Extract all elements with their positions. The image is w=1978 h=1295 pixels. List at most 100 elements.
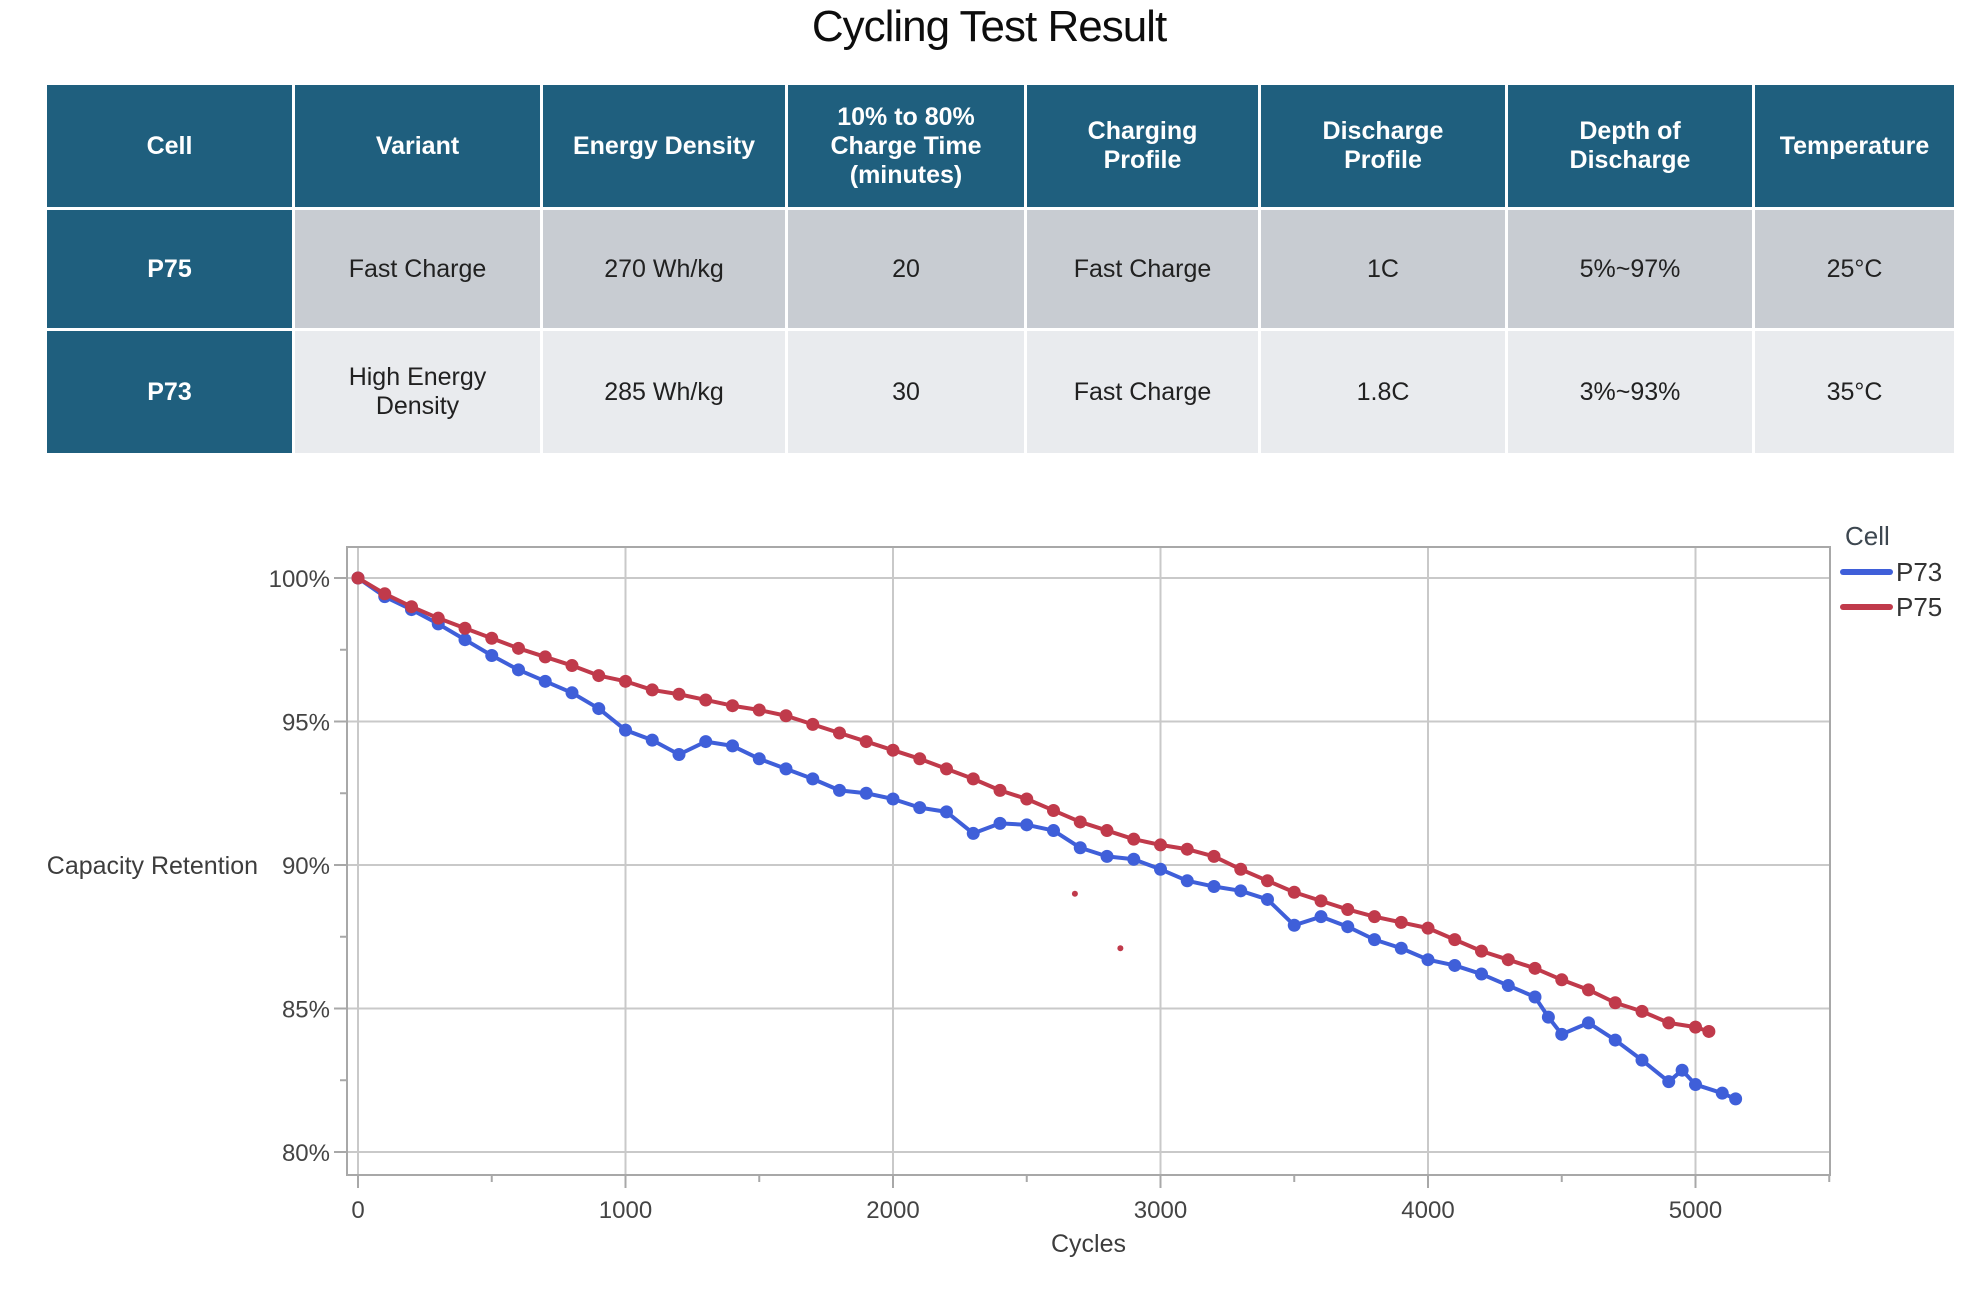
data-point <box>1501 953 1515 967</box>
data-point <box>1207 880 1221 894</box>
data-point <box>886 792 900 806</box>
legend-title: Cell <box>1845 521 1890 551</box>
data-point <box>1582 1016 1595 1030</box>
data-point <box>485 631 499 645</box>
data-point <box>1368 910 1381 924</box>
data-point <box>512 641 525 655</box>
p73-discharge-profile: 1.8C <box>1261 331 1505 453</box>
data-point <box>699 735 713 749</box>
x-tick-label: 4000 <box>1401 1197 1454 1224</box>
data-point <box>1675 1063 1689 1077</box>
data-point <box>1154 838 1167 852</box>
column-header-cell: Cell <box>47 85 292 207</box>
data-point <box>672 687 686 701</box>
data-point <box>966 826 980 840</box>
data-point <box>458 621 472 635</box>
column-header-depth-of-discharge: Depth of Discharge <box>1508 85 1752 207</box>
y-tick-label: 90% <box>282 853 330 880</box>
data-point <box>859 786 873 800</box>
data-point <box>378 587 392 601</box>
data-point <box>966 772 980 786</box>
data-point <box>940 805 953 819</box>
data-point <box>645 683 659 697</box>
table-header-row: Cell Variant Energy Density 10% to 80% C… <box>47 85 1954 207</box>
p75-charge-time: 20 <box>788 210 1024 328</box>
data-point <box>1555 1027 1569 1041</box>
data-point <box>1261 892 1274 906</box>
data-point <box>1073 841 1087 855</box>
table-row-p75: P75 Fast Charge 270 Wh/kg 20 Fast Charge… <box>47 210 1954 328</box>
data-point <box>779 762 793 776</box>
data-point <box>1729 1092 1743 1106</box>
data-point <box>806 772 820 786</box>
column-header-energy-density: Energy Density <box>543 85 785 207</box>
data-point <box>431 611 445 625</box>
p75-charging-profile: Fast Charge <box>1027 210 1258 328</box>
data-point <box>752 752 766 766</box>
data-point <box>1528 961 1542 975</box>
data-point <box>1234 862 1248 876</box>
data-point <box>833 726 846 740</box>
p75-energy-density: 270 Wh/kg <box>543 210 785 328</box>
data-point <box>565 686 579 700</box>
data-point <box>1127 852 1141 866</box>
data-point <box>405 600 418 614</box>
p73-charging-profile: Fast Charge <box>1027 331 1258 453</box>
data-point <box>1341 920 1355 934</box>
p73-variant: High Energy Density <box>295 331 540 453</box>
x-tick-label: 2000 <box>866 1197 919 1224</box>
data-point <box>913 801 927 815</box>
gridlines <box>347 547 1830 1175</box>
data-point <box>1368 933 1381 947</box>
data-point <box>458 633 472 647</box>
data-point <box>699 693 713 707</box>
data-point <box>538 674 552 688</box>
p75-discharge-profile: 1C <box>1261 210 1505 328</box>
data-point <box>592 669 606 683</box>
data-point <box>1127 832 1141 846</box>
data-point <box>1394 915 1408 929</box>
data-point <box>1287 885 1301 899</box>
data-point <box>1635 1053 1649 1067</box>
table-row-p73: P73 High Energy Density 285 Wh/kg 30 Fas… <box>47 331 1954 453</box>
data-point <box>1154 862 1167 876</box>
p75-temperature: 25°C <box>1755 210 1954 328</box>
data-point <box>1541 1010 1555 1024</box>
capacity-retention-chart: 0 1000 2000 3000 4000 5000 80% 85% 90% 95% 100% Cyc… <box>47 521 1943 1258</box>
data-point <box>1020 818 1034 832</box>
x-tick-label: 0 <box>351 1197 364 1224</box>
data-point <box>1314 910 1328 924</box>
y-tick-label: 95% <box>282 710 330 737</box>
data-point <box>619 723 632 737</box>
data-point <box>806 717 820 731</box>
data-point <box>1020 792 1034 806</box>
data-point <box>592 702 606 716</box>
column-header-discharge-profile: Discharge Profile <box>1261 85 1505 207</box>
y-tick-label: 100% <box>269 566 330 593</box>
page-title: Cycling Test Result <box>811 2 1167 51</box>
p73-depth-of-discharge: 3%~93% <box>1508 331 1752 453</box>
data-point <box>1047 803 1060 817</box>
data-point <box>779 709 793 723</box>
data-point <box>1702 1024 1716 1038</box>
legend-label-p73: P73 <box>1896 557 1942 587</box>
data-point <box>993 783 1007 797</box>
data-point <box>859 735 873 749</box>
row-header-p73: P73 <box>47 331 292 453</box>
data-point <box>1394 941 1408 955</box>
row-header-p75: P75 <box>47 210 292 328</box>
data-point <box>1207 849 1221 863</box>
data-point <box>1234 884 1248 898</box>
x-tick-label: 5000 <box>1669 1197 1722 1224</box>
data-point <box>726 739 739 753</box>
data-point <box>565 659 579 673</box>
p75-depth-of-discharge: 5%~97% <box>1508 210 1752 328</box>
column-header-charging-profile: Charging Profile <box>1027 85 1258 207</box>
plot-border <box>346 546 1831 1176</box>
series-p73 <box>351 571 1743 1106</box>
data-point <box>1608 1033 1622 1047</box>
p73-temperature: 35°C <box>1755 331 1954 453</box>
data-point <box>351 571 365 585</box>
stray-data-point <box>1071 890 1078 897</box>
